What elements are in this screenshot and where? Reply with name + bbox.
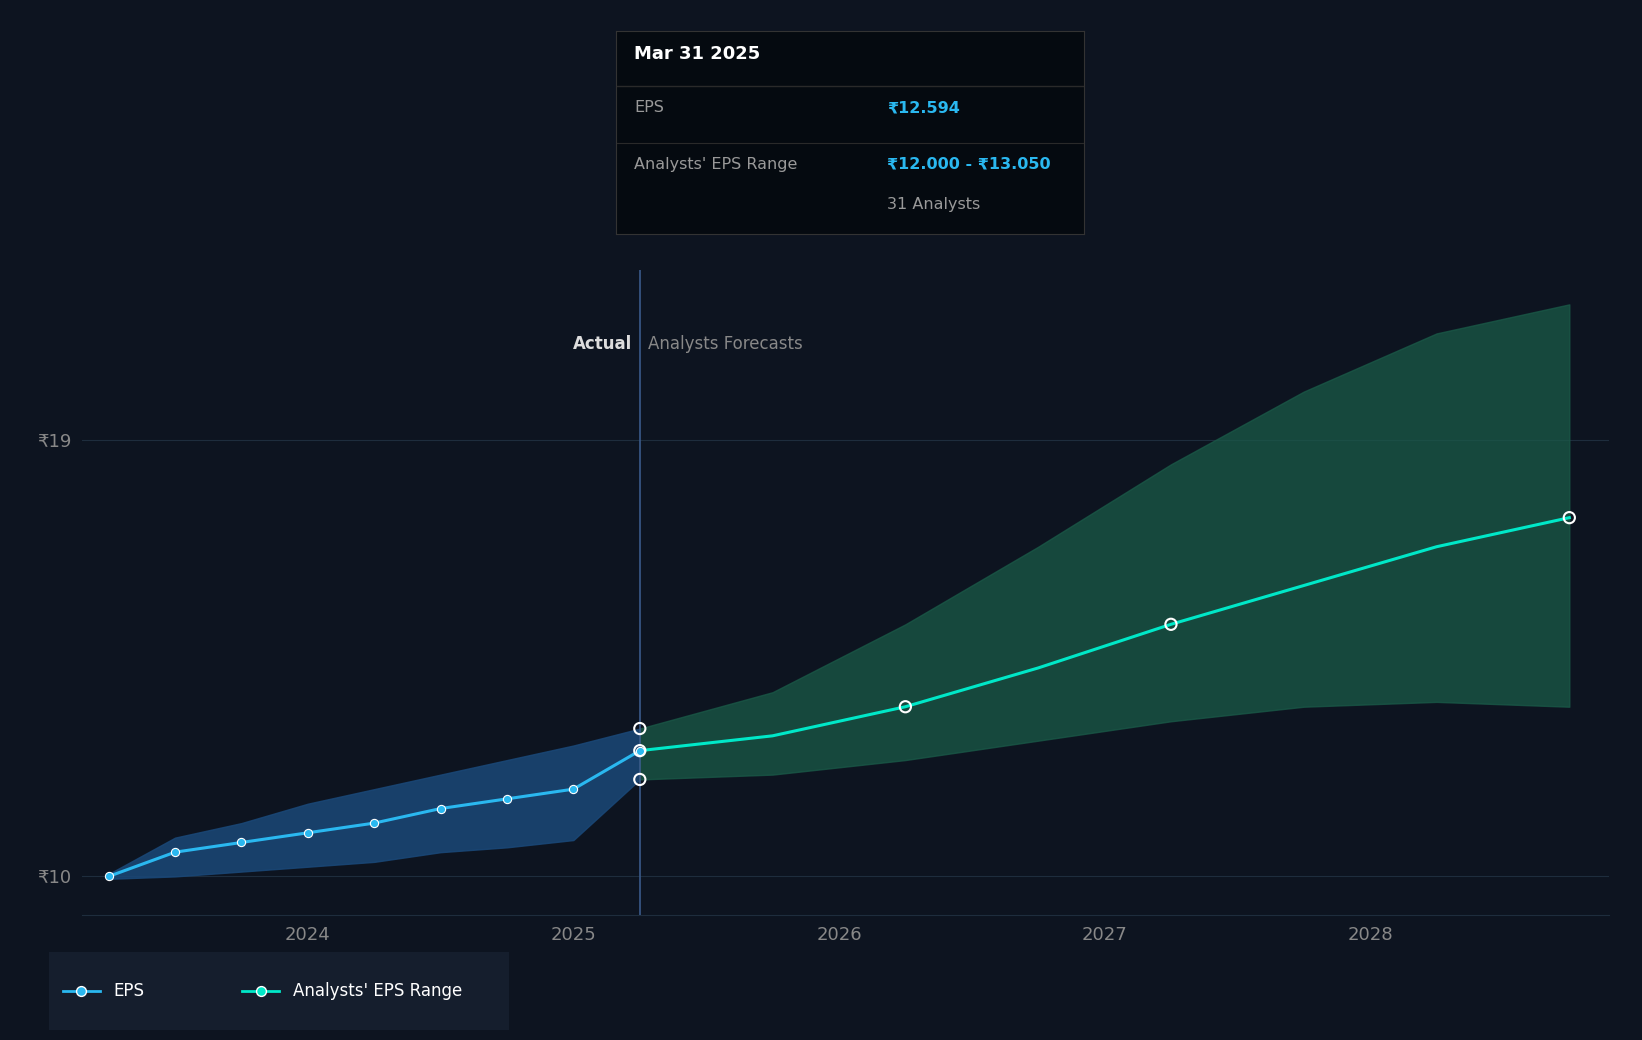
Point bbox=[294, 825, 320, 841]
Point bbox=[1557, 510, 1583, 526]
Point bbox=[163, 843, 189, 860]
Text: Analysts Forecasts: Analysts Forecasts bbox=[649, 335, 803, 353]
Point bbox=[627, 771, 654, 787]
Point bbox=[248, 982, 274, 998]
Text: 31 Analysts: 31 Analysts bbox=[887, 198, 980, 212]
Point bbox=[892, 699, 918, 716]
Text: Analysts' EPS Range: Analysts' EPS Range bbox=[292, 982, 461, 999]
Point bbox=[361, 814, 388, 831]
Point bbox=[69, 982, 95, 998]
Point bbox=[627, 721, 654, 737]
Text: Analysts' EPS Range: Analysts' EPS Range bbox=[634, 157, 798, 172]
Text: EPS: EPS bbox=[113, 982, 144, 999]
Text: Mar 31 2025: Mar 31 2025 bbox=[634, 46, 760, 63]
Point bbox=[560, 781, 586, 798]
Text: ₹12.594: ₹12.594 bbox=[887, 100, 961, 115]
Text: EPS: EPS bbox=[634, 100, 665, 115]
Point bbox=[427, 800, 453, 816]
Point bbox=[1158, 616, 1184, 632]
Text: Actual: Actual bbox=[573, 335, 632, 353]
Point bbox=[627, 743, 654, 759]
Point bbox=[95, 868, 122, 885]
Point bbox=[494, 790, 521, 807]
Point bbox=[228, 834, 255, 851]
Text: ₹12.000 - ₹13.050: ₹12.000 - ₹13.050 bbox=[887, 157, 1051, 172]
Point bbox=[627, 743, 654, 759]
